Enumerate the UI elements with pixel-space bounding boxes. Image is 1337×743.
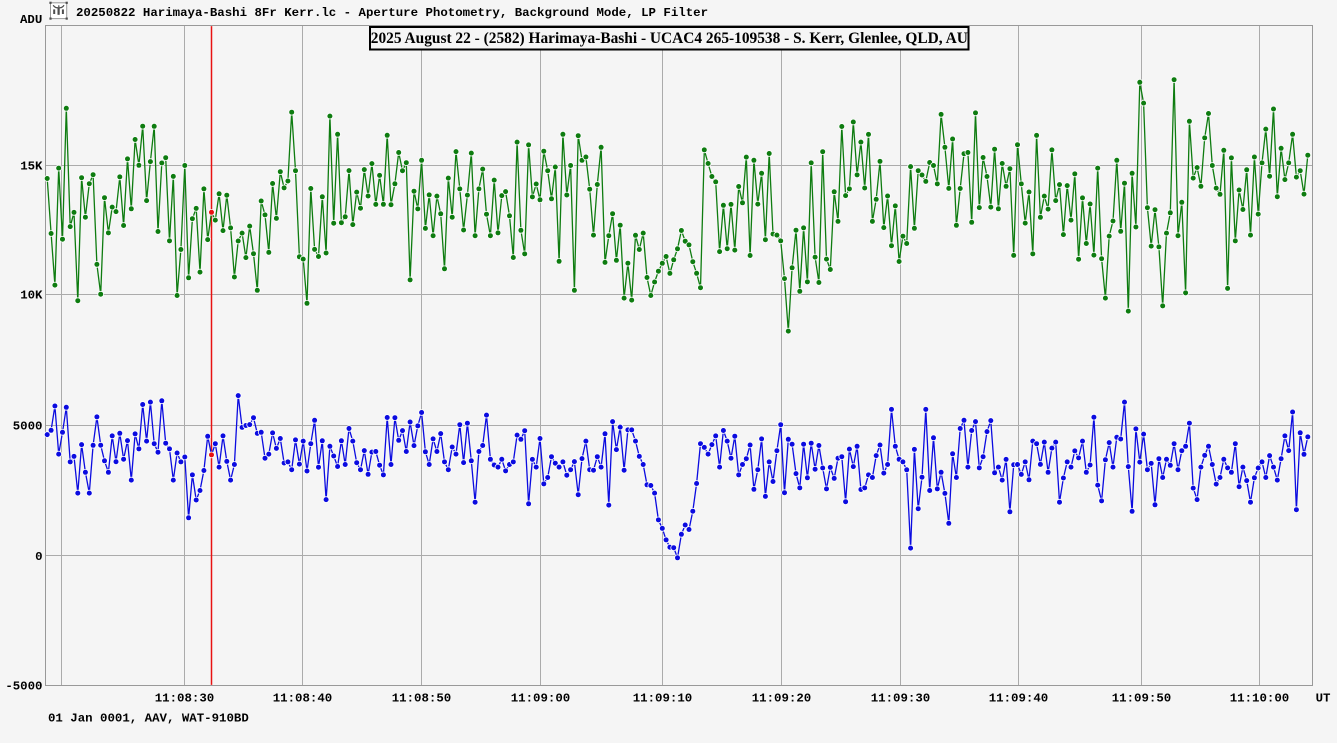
svg-text:11:09:40: 11:09:40	[989, 692, 1049, 706]
svg-text:11:10:00: 11:10:00	[1230, 692, 1290, 706]
svg-text:11:09:50: 11:09:50	[1112, 692, 1172, 706]
svg-text:5000: 5000	[13, 420, 43, 434]
svg-text:15K: 15K	[20, 159, 43, 173]
svg-text:11:09:20: 11:09:20	[752, 692, 812, 706]
svg-text:-5000: -5000	[5, 680, 42, 694]
svg-text:11:08:50: 11:08:50	[392, 692, 452, 706]
svg-text:11:09:30: 11:09:30	[871, 692, 931, 706]
svg-text:10K: 10K	[20, 289, 43, 303]
svg-text:UT: UT	[1316, 692, 1331, 706]
svg-text:11:08:30: 11:08:30	[155, 692, 215, 706]
svg-text:11:08:40: 11:08:40	[273, 692, 333, 706]
svg-text:11:09:00: 11:09:00	[511, 692, 571, 706]
svg-text:20250822 Harimaya-Bashi 8Fr Ke: 20250822 Harimaya-Bashi 8Fr Kerr.lc - Ap…	[76, 6, 708, 20]
svg-text:11:09:10: 11:09:10	[633, 692, 693, 706]
svg-text:ADU: ADU	[20, 13, 42, 27]
svg-text:01 Jan 0001, AAV, WAT-910BD: 01 Jan 0001, AAV, WAT-910BD	[48, 711, 249, 725]
svg-text:2025 August 22 - (2582) Harima: 2025 August 22 - (2582) Harimaya-Bashi -…	[371, 30, 968, 47]
svg-text:0: 0	[35, 550, 42, 564]
